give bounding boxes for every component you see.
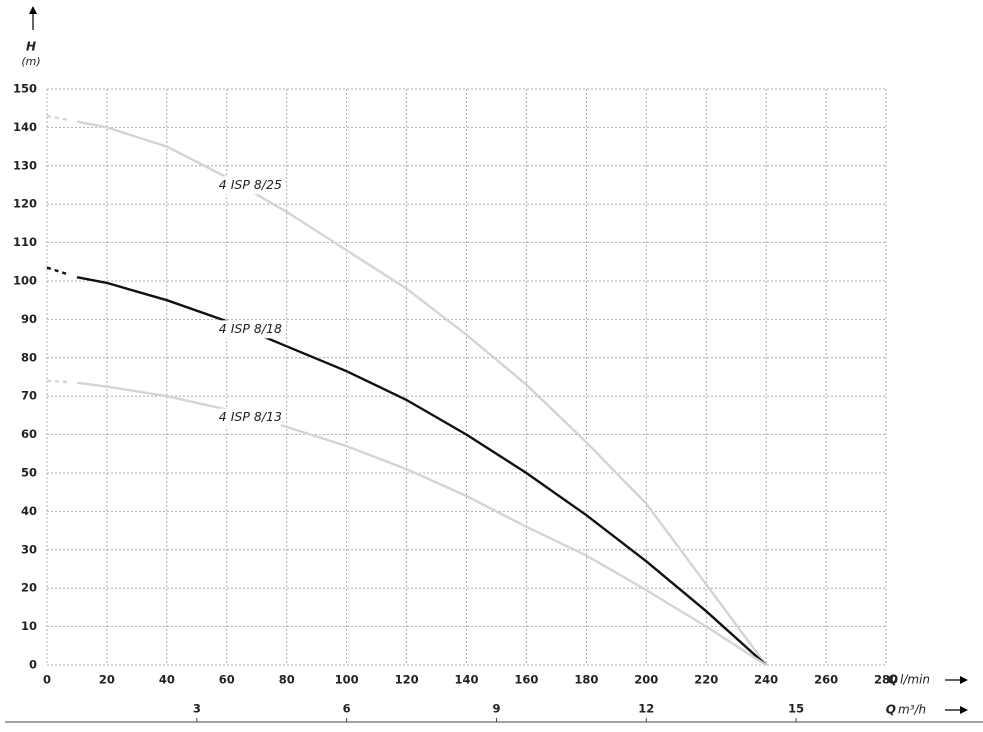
x2-unit: m³/h: [898, 703, 926, 717]
x2-tick-label: 9: [492, 702, 500, 716]
x-tick-label: 0: [43, 673, 51, 687]
y-tick-label: 20: [21, 581, 37, 595]
x2-tick-label: 15: [788, 702, 804, 716]
x-arrow-head: [960, 676, 968, 684]
y-tick-label: 140: [13, 120, 37, 134]
curve-label: 4 ISP 8/18: [219, 321, 282, 336]
x-tick-label: 260: [814, 673, 838, 687]
x2-arrow-head: [960, 706, 968, 714]
x-unit: l/min: [900, 673, 930, 687]
y-tick-label: 70: [21, 389, 37, 403]
y-tick-label: 40: [21, 504, 37, 518]
x-tick-label: 40: [159, 673, 175, 687]
y-tick-label: 120: [13, 197, 37, 211]
y-tick-label: 90: [21, 312, 37, 326]
y-unit: (m): [21, 55, 40, 68]
x-label: Q: [888, 673, 898, 687]
x-tick-label: 280: [874, 673, 898, 687]
curve-label: 4 ISP 8/13: [219, 409, 282, 424]
y-tick-label: 80: [21, 350, 37, 364]
y-tick-label: 50: [21, 466, 37, 480]
x-tick-label: 160: [514, 673, 538, 687]
x-tick-label: 100: [335, 673, 359, 687]
x2-label: Q: [886, 703, 896, 717]
x-tick-label: 180: [574, 673, 598, 687]
x2-tick-label: 6: [343, 702, 351, 716]
y-tick-label: 100: [13, 274, 37, 288]
y-tick-label: 130: [13, 158, 37, 172]
curve-label-bg: [216, 320, 281, 339]
y-label: H: [26, 40, 36, 54]
curve: [46, 379, 767, 667]
y-tick-label: 10: [21, 619, 37, 633]
curve: [46, 266, 767, 666]
y-tick-label: 0: [29, 658, 37, 672]
x2-tick-label: 3: [193, 702, 201, 716]
y-tick-label: 110: [13, 235, 37, 249]
y-tick-label: 150: [13, 82, 37, 96]
curve-label-bg: [216, 408, 281, 427]
y-tick-label: 30: [21, 542, 37, 556]
x-tick-label: 60: [219, 673, 235, 687]
curve-label: 4 ISP 8/25: [219, 177, 282, 192]
x-tick-label: 220: [694, 673, 718, 687]
x-tick-label: 200: [634, 673, 658, 687]
x2-tick-label: 12: [638, 702, 654, 716]
x-tick-label: 120: [395, 673, 419, 687]
x-tick-label: 140: [454, 673, 478, 687]
y-arrow-head: [29, 6, 37, 14]
x-tick-label: 80: [279, 673, 295, 687]
curve: [46, 114, 768, 666]
curve-label-bg: [216, 176, 281, 195]
x-tick-label: 20: [99, 673, 115, 687]
y-tick-label: 60: [21, 427, 37, 441]
x-tick-label: 240: [754, 673, 778, 687]
